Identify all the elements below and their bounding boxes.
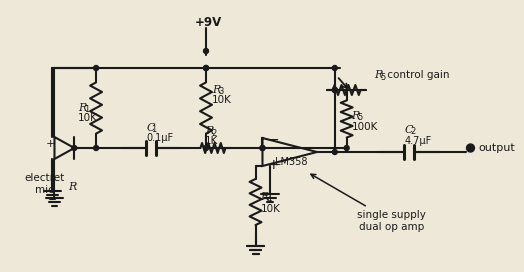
Circle shape — [203, 66, 209, 70]
Circle shape — [332, 66, 337, 70]
Circle shape — [332, 88, 337, 92]
Circle shape — [72, 146, 77, 150]
Text: electret
mic: electret mic — [25, 173, 64, 195]
Text: output: output — [478, 143, 515, 153]
Text: R: R — [260, 192, 269, 202]
Circle shape — [94, 146, 99, 150]
Text: 4.7μF: 4.7μF — [404, 136, 431, 146]
Text: C: C — [147, 123, 155, 133]
Text: 100K: 100K — [352, 122, 378, 132]
Circle shape — [332, 88, 337, 92]
Circle shape — [344, 146, 349, 150]
Circle shape — [203, 48, 209, 54]
Text: R: R — [212, 85, 221, 95]
Circle shape — [332, 150, 337, 154]
Circle shape — [203, 66, 209, 70]
Text: +9V: +9V — [194, 16, 222, 29]
Text: R: R — [78, 103, 86, 113]
Text: control gain: control gain — [384, 70, 450, 80]
Text: R: R — [205, 126, 213, 136]
Circle shape — [260, 146, 265, 150]
Text: 2: 2 — [211, 128, 216, 138]
Text: 1K: 1K — [205, 136, 219, 146]
Text: 10K: 10K — [78, 113, 98, 123]
Text: C: C — [404, 125, 412, 135]
Text: 5: 5 — [357, 113, 363, 122]
Circle shape — [466, 144, 474, 152]
Text: +: + — [267, 158, 279, 172]
Text: 10K: 10K — [212, 95, 232, 105]
Text: 1: 1 — [151, 125, 157, 134]
Text: single supply
dual op amp: single supply dual op amp — [311, 174, 425, 231]
Text: 10K: 10K — [260, 204, 280, 214]
Text: R: R — [352, 111, 360, 121]
Circle shape — [260, 146, 265, 150]
Circle shape — [203, 146, 209, 150]
Text: R: R — [375, 70, 383, 80]
Text: R: R — [68, 182, 77, 192]
Text: 4: 4 — [266, 194, 272, 203]
Circle shape — [94, 66, 99, 70]
Text: LM358: LM358 — [276, 157, 308, 167]
Text: 3: 3 — [218, 88, 223, 97]
Text: 1: 1 — [84, 106, 90, 115]
Text: 5: 5 — [380, 73, 386, 82]
Text: −: − — [267, 133, 279, 147]
Text: 2: 2 — [410, 128, 416, 137]
Text: 0.1μF: 0.1μF — [147, 133, 174, 143]
Text: +: + — [46, 139, 55, 149]
